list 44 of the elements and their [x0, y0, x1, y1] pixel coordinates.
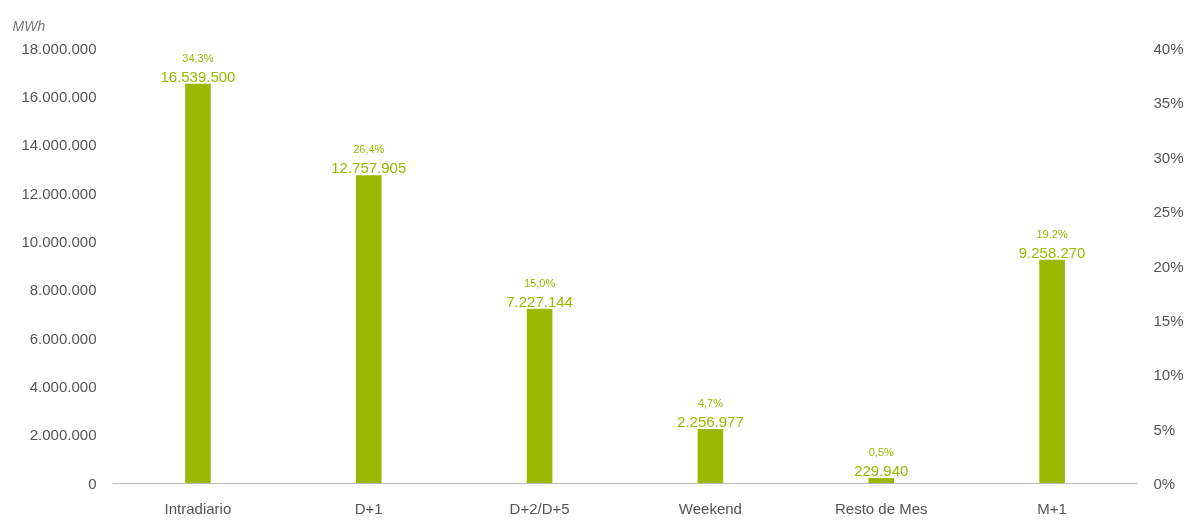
- bar: [868, 477, 895, 484]
- x-tick-label: Weekend: [678, 499, 742, 517]
- y2-tick-label: 10%: [1153, 366, 1184, 384]
- data-label: 229.940: [854, 461, 909, 479]
- y-tick-label: 14.000.000: [21, 136, 97, 154]
- y-tick-label: 16.000.000: [21, 87, 97, 105]
- annotation: 26,4%: [353, 143, 385, 156]
- x-tick-label: Intradiario: [164, 499, 232, 517]
- y-tick-label: 10.000.000: [21, 232, 97, 250]
- data-label: 7.227.144: [506, 292, 573, 310]
- y-tick-label: 2.000.000: [29, 426, 97, 444]
- data-label: 9.258.270: [1018, 243, 1086, 261]
- y-tick-label: 0: [88, 474, 97, 492]
- y-tick-label: 12.000.000: [21, 184, 97, 202]
- x-tick-label: Resto de Mes: [834, 499, 928, 517]
- y2-tick-label: 30%: [1153, 148, 1184, 166]
- annotation: 34,3%: [182, 51, 214, 64]
- annotation: 15,0%: [523, 276, 556, 289]
- y2-tick-label: 0%: [1153, 475, 1176, 492]
- data-label: 2.256.977: [677, 412, 744, 430]
- annotation: 19.2%: [1036, 227, 1068, 240]
- y-axis-title: MWh: [12, 17, 46, 34]
- y-tick-label: 8.000.000: [29, 281, 97, 299]
- annotation: 4,7%: [697, 396, 724, 409]
- y2-tick-label: 40%: [1153, 40, 1184, 57]
- bar: [355, 175, 382, 484]
- y-tick-label: 4.000.000: [29, 377, 97, 395]
- bar: [185, 83, 211, 484]
- bar: [697, 428, 724, 484]
- y2-tick-label: 35%: [1153, 94, 1184, 112]
- y-tick-label: 18.000.000: [21, 39, 97, 57]
- x-tick-label: M+1: [1037, 499, 1067, 517]
- data-label: 12.757.905: [331, 159, 407, 177]
- y2-tick-label: 15%: [1153, 311, 1184, 329]
- data-label: 16.539.500: [160, 67, 236, 85]
- y2-tick-label: 20%: [1153, 257, 1184, 275]
- y2-tick-label: 25%: [1153, 203, 1184, 221]
- bar: [526, 308, 553, 484]
- x-tick-label: D+2/D+5: [509, 499, 570, 517]
- bar: [1039, 259, 1065, 484]
- annotation: 0,5%: [868, 445, 895, 458]
- y-tick-label: 6.000.000: [29, 329, 97, 347]
- x-tick-label: D+1: [354, 499, 383, 517]
- y2-tick-label: 5%: [1153, 420, 1176, 438]
